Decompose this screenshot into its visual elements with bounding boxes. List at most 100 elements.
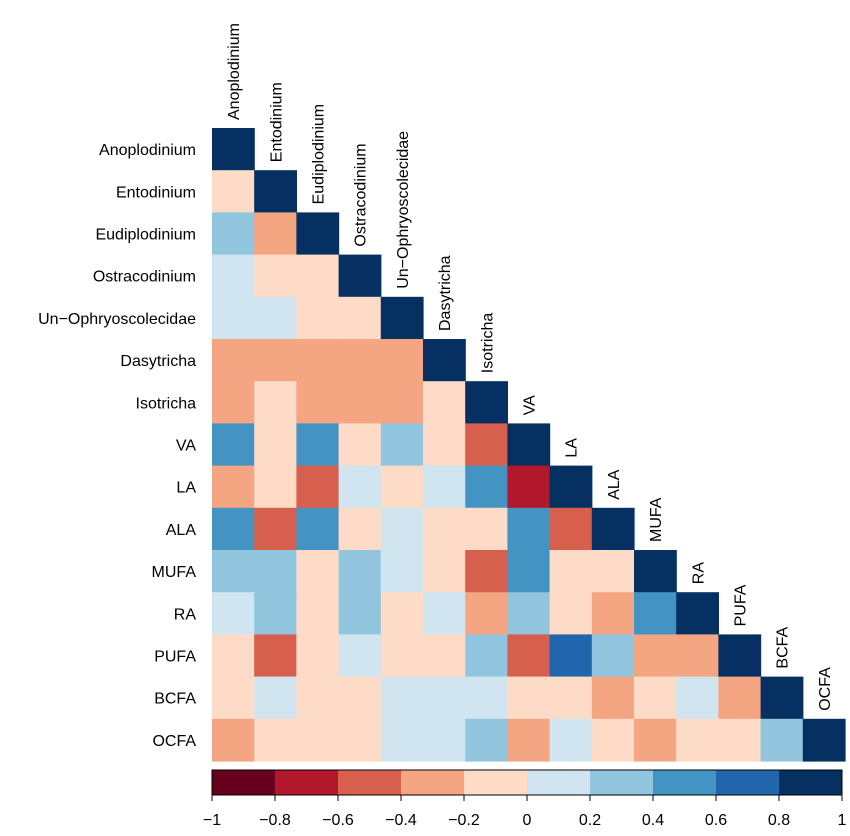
row-label-entodinium: Entodinium — [116, 184, 196, 201]
colorbar-segment-0 — [212, 770, 276, 795]
column-label-entodinium: Entodinium — [268, 82, 285, 162]
cell-la-va — [507, 465, 551, 509]
cell-ostracodinium-entodinium — [254, 254, 297, 298]
column-label-ostracodinium: Ostracodinium — [353, 143, 370, 246]
cell-pufa-entodinium — [254, 634, 297, 678]
cell-ala-anoplodinium — [212, 507, 255, 551]
cell-va-anoplodinium — [212, 423, 255, 467]
cell-ocfa-mufa — [634, 718, 677, 762]
cell-dasytricha-eudiplodinium — [296, 339, 340, 382]
cell-ala-un-ophryoscolecidae — [380, 507, 424, 551]
cell-dasytricha-entodinium — [254, 339, 297, 382]
cell-eudiplodinium-anoplodinium — [212, 212, 255, 256]
cell-va-va — [507, 423, 551, 467]
row-label-ra: RA — [174, 606, 197, 623]
cell-isotricha-entodinium — [254, 381, 297, 424]
cell-bcfa-isotricha — [465, 676, 508, 720]
cell-bcfa-ra — [676, 676, 719, 720]
row-label-dasytricha: Dasytricha — [120, 353, 196, 370]
cell-la-ostracodinium — [338, 465, 382, 509]
cell-pufa-mufa — [634, 634, 677, 678]
cell-un-ophryoscolecidae-un-ophryoscolecidae — [380, 296, 424, 340]
colorbar-tick-label-2: −0.6 — [322, 812, 354, 829]
cell-la-dasytricha — [423, 465, 466, 509]
cell-va-entodinium — [254, 423, 297, 467]
column-label-pufa: PUFA — [733, 584, 750, 626]
column-label-ala: ALA — [606, 469, 623, 500]
column-label-isotricha: Isotricha — [479, 313, 496, 374]
column-label-va: VA — [522, 395, 539, 415]
row-label-ocfa: OCFA — [152, 733, 196, 750]
cell-ra-dasytricha — [423, 592, 466, 635]
cell-bcfa-va — [507, 676, 551, 720]
cell-pufa-dasytricha — [423, 634, 466, 678]
cell-ala-ala — [591, 507, 635, 551]
row-label-isotricha: Isotricha — [136, 395, 197, 412]
cell-mufa-entodinium — [254, 550, 297, 593]
cell-ala-entodinium — [254, 507, 297, 551]
column-label-anoplodinium: Anoplodinium — [226, 23, 243, 120]
cell-anoplodinium-anoplodinium — [212, 128, 255, 171]
column-label-bcfa: BCFA — [775, 626, 792, 668]
colorbar-segment-5 — [527, 770, 591, 795]
cell-ostracodinium-anoplodinium — [212, 254, 255, 298]
cell-la-la — [549, 465, 593, 509]
colorbar-tick-label-7: 0.4 — [642, 812, 664, 829]
column-label-ocfa: OCFA — [817, 667, 834, 711]
colorbar-tick-label-10: 1 — [838, 812, 847, 829]
cell-isotricha-isotricha — [465, 381, 508, 424]
colorbar-tick-label-4: −0.2 — [448, 812, 480, 829]
cell-eudiplodinium-eudiplodinium — [296, 212, 340, 256]
colorbar-segment-2 — [338, 770, 402, 795]
cell-un-ophryoscolecidae-entodinium — [254, 296, 297, 340]
cell-pufa-ala — [591, 634, 635, 678]
cell-pufa-la — [549, 634, 593, 678]
cell-va-isotricha — [465, 423, 508, 467]
cell-un-ophryoscolecidae-ostracodinium — [338, 296, 382, 340]
cell-ocfa-la — [549, 718, 593, 762]
cell-la-anoplodinium — [212, 465, 255, 509]
cell-ra-la — [549, 592, 593, 635]
colorbar-segment-1 — [275, 770, 339, 795]
cell-la-eudiplodinium — [296, 465, 340, 509]
cell-dasytricha-un-ophryoscolecidae — [380, 339, 424, 382]
cell-ocfa-pufa — [718, 718, 762, 762]
cell-bcfa-anoplodinium — [212, 676, 255, 720]
row-label-pufa: PUFA — [154, 649, 196, 666]
colorbar-tick-label-9: 0.8 — [768, 812, 790, 829]
cell-mufa-la — [549, 550, 593, 593]
cell-un-ophryoscolecidae-anoplodinium — [212, 296, 255, 340]
column-label-ra: RA — [690, 562, 707, 585]
cell-isotricha-un-ophryoscolecidae — [380, 381, 424, 424]
column-label-eudiplodinium: Eudiplodinium — [311, 104, 328, 205]
colorbar-segment-7 — [653, 770, 717, 795]
cell-bcfa-ala — [591, 676, 635, 720]
cell-pufa-eudiplodinium — [296, 634, 340, 678]
cell-mufa-eudiplodinium — [296, 550, 340, 593]
cell-ra-eudiplodinium — [296, 592, 340, 635]
cell-pufa-ra — [676, 634, 719, 678]
row-label-un-ophryoscolecidae: Un−Ophryoscolecidae — [38, 311, 196, 328]
colorbar-segment-4 — [464, 770, 528, 795]
row-label-la: LA — [176, 480, 196, 497]
cell-va-eudiplodinium — [296, 423, 340, 467]
cell-ra-anoplodinium — [212, 592, 255, 635]
cell-isotricha-eudiplodinium — [296, 381, 340, 424]
cell-ocfa-bcfa — [760, 718, 804, 762]
cell-ocfa-eudiplodinium — [296, 718, 340, 762]
cell-un-ophryoscolecidae-eudiplodinium — [296, 296, 340, 340]
cell-ocfa-ostracodinium — [338, 718, 382, 762]
cell-ra-ra — [676, 592, 719, 635]
cell-ra-va — [507, 592, 551, 635]
cell-entodinium-entodinium — [254, 170, 297, 213]
cell-ocfa-va — [507, 718, 551, 762]
cell-mufa-va — [507, 550, 551, 593]
cell-mufa-anoplodinium — [212, 550, 255, 593]
cell-pufa-anoplodinium — [212, 634, 255, 678]
colorbar-segment-9 — [779, 770, 843, 795]
row-label-bcfa: BCFA — [154, 691, 196, 708]
cell-la-isotricha — [465, 465, 508, 509]
cell-isotricha-ostracodinium — [338, 381, 382, 424]
column-label-un-ophryoscolecidae: Un−Ophryoscolecidae — [395, 131, 412, 289]
column-label-mufa: MUFA — [648, 497, 665, 542]
